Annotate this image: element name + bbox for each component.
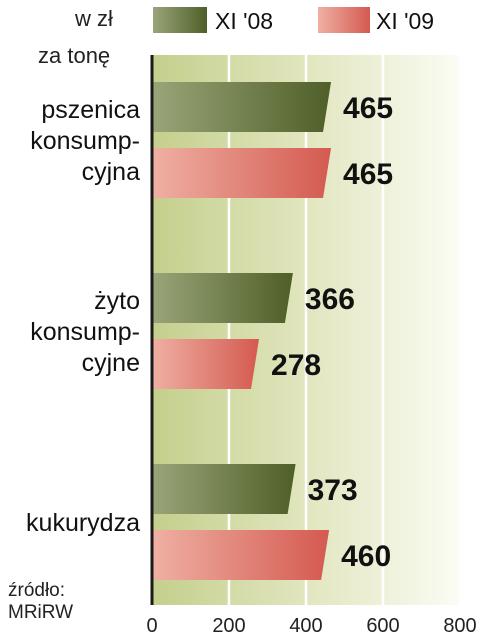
unit-label-line1: w zł (74, 6, 113, 31)
bar (152, 339, 260, 389)
x-tick-label: 800 (443, 615, 476, 637)
category-label: kukurydza (26, 509, 140, 537)
category-label: żyto (94, 287, 140, 315)
legend-swatch-xi09 (318, 7, 370, 33)
source-label-line2: MRiRW (8, 602, 73, 623)
bar (152, 464, 296, 514)
category-label: konsump- (30, 318, 140, 346)
bar (152, 530, 330, 580)
bar (152, 82, 332, 132)
legend-label-xi09: XI '09 (376, 8, 434, 34)
category-label: pszenica (41, 96, 140, 124)
data-label: 465 (343, 158, 393, 191)
x-tick-label: 400 (289, 615, 322, 637)
legend-swatch-xi08 (153, 7, 207, 33)
x-tick-label: 0 (146, 615, 157, 637)
data-label: 366 (305, 283, 355, 316)
category-label: konsump- (30, 127, 140, 155)
data-label: 373 (308, 474, 358, 507)
bar (152, 273, 293, 323)
category-label: cyjne (82, 349, 140, 377)
x-tick-label: 600 (366, 615, 399, 637)
source-label-line1: źródło: (8, 580, 65, 601)
category-label: cyjna (82, 158, 140, 186)
legend: XI '08 XI '09 (153, 7, 434, 34)
legend-label-xi08: XI '08 (215, 8, 273, 34)
bars-group (152, 82, 332, 580)
data-label: 460 (341, 540, 391, 573)
unit-label-line2: za tonę (38, 43, 110, 68)
data-label: 278 (271, 349, 321, 382)
category-labels-group: pszenica konsump-cyjna żyto konsump-cyjne ku… (26, 96, 140, 537)
bar (152, 148, 332, 198)
data-label: 465 (343, 92, 393, 125)
x-tick-label: 200 (212, 615, 245, 637)
x-tick-labels: 0 200 400 600 800 (146, 615, 476, 637)
value-labels-group: 465 465 366 278 373 460 (271, 92, 393, 573)
